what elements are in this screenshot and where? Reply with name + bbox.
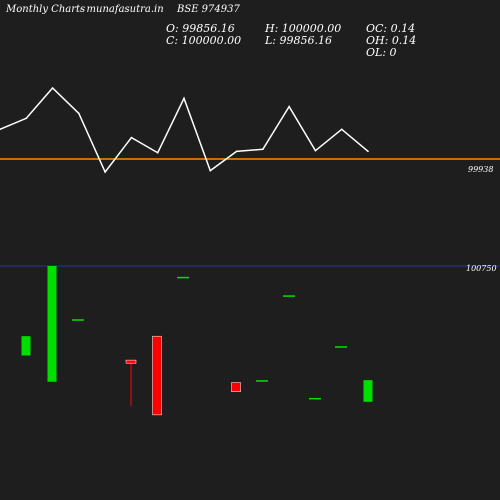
site-name: - munafasutra.in xyxy=(80,4,164,15)
candle-body xyxy=(21,336,31,356)
line-point xyxy=(51,87,54,89)
oc-value: OC: 0.14 xyxy=(366,22,416,35)
candle-body xyxy=(363,380,373,402)
line-point xyxy=(156,151,159,154)
line-point xyxy=(235,150,238,153)
line-point xyxy=(104,171,106,173)
line-point xyxy=(340,128,343,131)
reference-label-100750: 100750 xyxy=(466,264,497,273)
line-point xyxy=(130,136,133,139)
oh-value: OH: 0.14 xyxy=(366,34,417,47)
low-value: L: 99856.16 xyxy=(265,34,332,47)
line-point xyxy=(78,112,80,115)
line-point xyxy=(262,148,264,151)
line-point xyxy=(314,149,317,152)
candle-body xyxy=(125,359,137,364)
high-value: H: 100000.00 xyxy=(265,22,342,35)
close-value: C: 100000.00 xyxy=(166,34,242,47)
symbol-label: BSE 974937 xyxy=(177,4,240,15)
open-value: O: 99856.16 xyxy=(166,22,235,35)
ol-value: OL: 0 xyxy=(366,46,397,59)
candle-body xyxy=(231,382,241,392)
line-point xyxy=(25,117,28,120)
line-point xyxy=(367,150,369,153)
line-point xyxy=(209,169,212,172)
line-point xyxy=(288,105,290,108)
candle-body xyxy=(152,335,162,416)
line-point xyxy=(0,128,1,131)
candle-body xyxy=(47,266,57,382)
chart-title: Monthly Charts xyxy=(6,4,86,15)
reference-label-99938: 99938 xyxy=(468,165,493,174)
line-point xyxy=(183,97,185,100)
